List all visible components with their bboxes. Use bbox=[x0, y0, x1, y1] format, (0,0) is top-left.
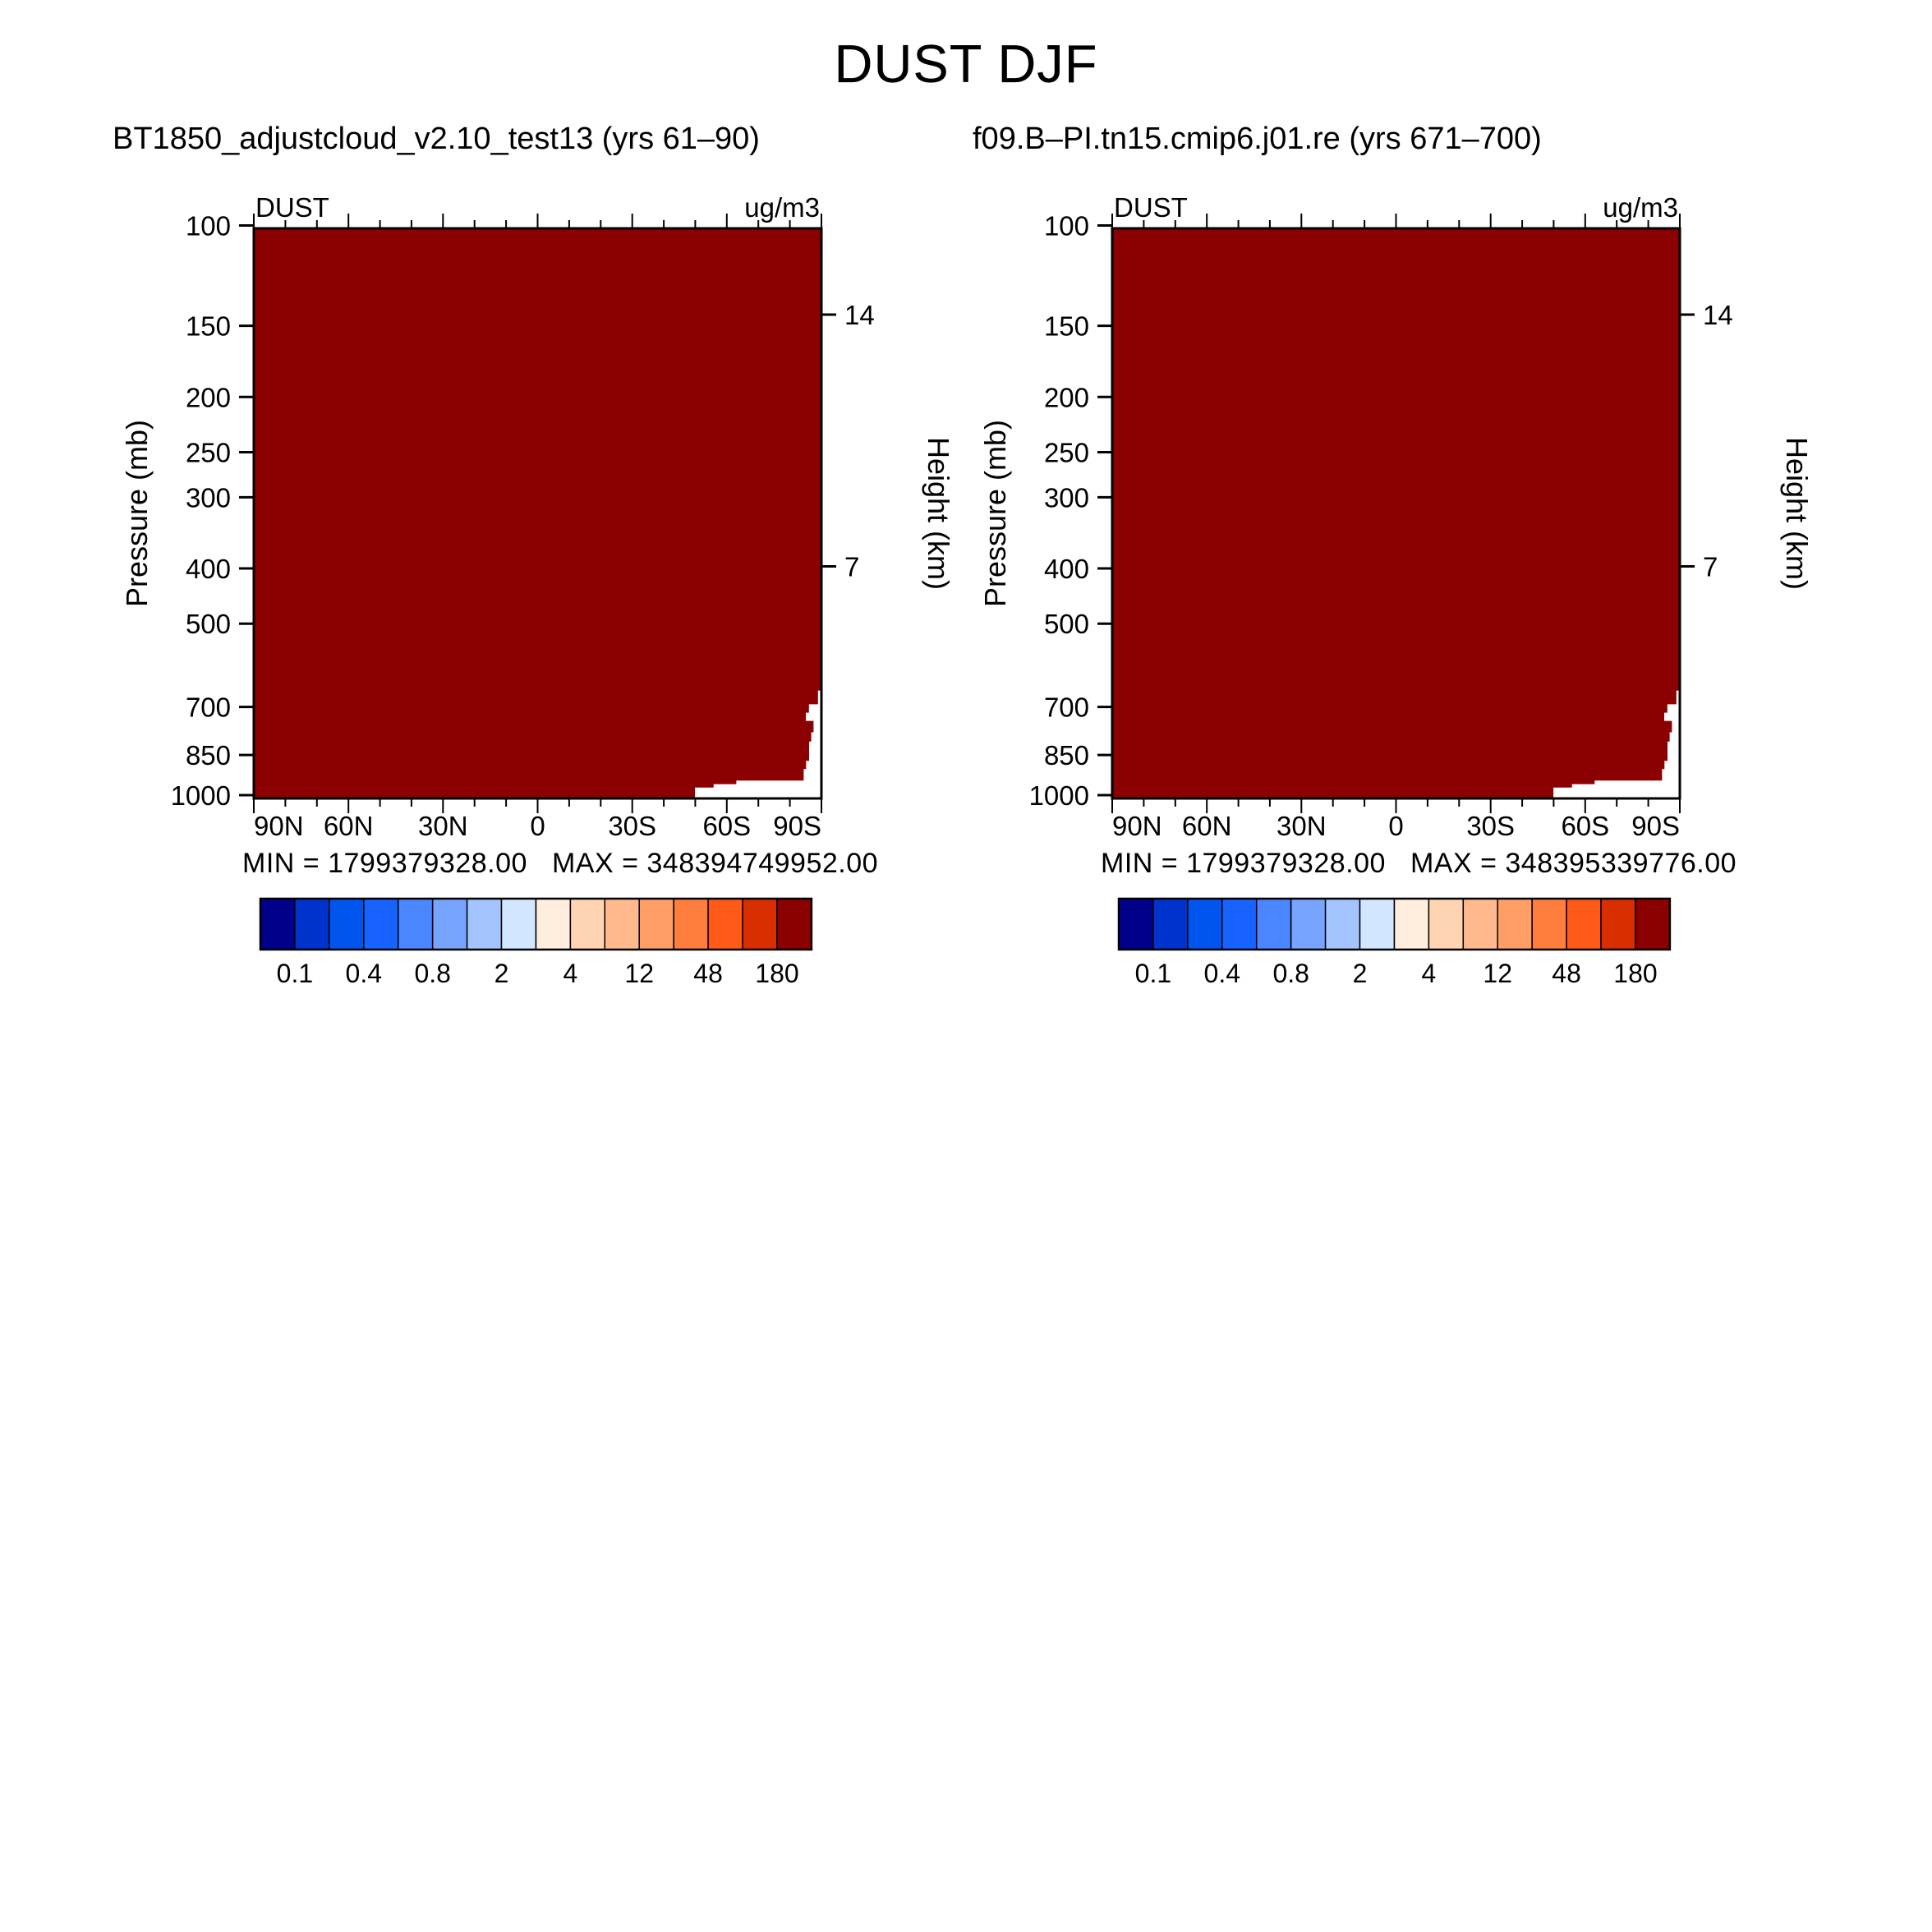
svg-text:100: 100 bbox=[1044, 211, 1089, 242]
svg-text:1000: 1000 bbox=[1029, 780, 1089, 811]
svg-text:2: 2 bbox=[1353, 959, 1368, 988]
svg-text:12: 12 bbox=[624, 959, 654, 988]
svg-text:48: 48 bbox=[693, 959, 723, 988]
svg-text:180: 180 bbox=[1613, 959, 1657, 988]
svg-text:DUST: DUST bbox=[255, 192, 329, 223]
svg-text:100: 100 bbox=[186, 211, 231, 242]
svg-text:700: 700 bbox=[186, 692, 231, 723]
svg-text:500: 500 bbox=[1044, 609, 1089, 639]
svg-text:90N: 90N bbox=[1112, 811, 1162, 841]
svg-text:30N: 30N bbox=[418, 811, 468, 841]
svg-text:700: 700 bbox=[1044, 692, 1089, 723]
svg-text:30S: 30S bbox=[608, 811, 656, 841]
svg-text:12: 12 bbox=[1483, 959, 1512, 988]
svg-text:0.8: 0.8 bbox=[1272, 959, 1309, 988]
svg-text:4: 4 bbox=[564, 959, 578, 988]
svg-text:4: 4 bbox=[1422, 959, 1437, 988]
svg-text:14: 14 bbox=[1703, 300, 1733, 330]
svg-text:Pressure (mb): Pressure (mb) bbox=[120, 420, 154, 607]
svg-text:2: 2 bbox=[494, 959, 509, 988]
svg-text:14: 14 bbox=[844, 300, 875, 330]
svg-text:90N: 90N bbox=[254, 811, 304, 841]
svg-text:400: 400 bbox=[1044, 554, 1089, 584]
svg-text:ug/m3: ug/m3 bbox=[1603, 192, 1678, 223]
svg-text:1000: 1000 bbox=[171, 780, 231, 811]
svg-text:850: 850 bbox=[1044, 740, 1089, 770]
svg-text:7: 7 bbox=[1703, 552, 1718, 582]
svg-text:0.1: 0.1 bbox=[277, 959, 313, 988]
svg-text:90S: 90S bbox=[1631, 811, 1680, 841]
svg-text:Pressure (mb): Pressure (mb) bbox=[978, 420, 1012, 607]
svg-text:300: 300 bbox=[186, 482, 231, 513]
svg-text:60N: 60N bbox=[324, 811, 374, 841]
svg-text:200: 200 bbox=[1044, 382, 1089, 412]
svg-text:90S: 90S bbox=[773, 811, 821, 841]
svg-text:150: 150 bbox=[1044, 311, 1089, 342]
svg-text:30S: 30S bbox=[1466, 811, 1515, 841]
svg-text:7: 7 bbox=[844, 552, 859, 582]
svg-text:850: 850 bbox=[186, 740, 231, 770]
svg-text:0.4: 0.4 bbox=[1204, 959, 1240, 988]
svg-text:Height (km): Height (km) bbox=[1780, 437, 1814, 590]
svg-text:400: 400 bbox=[186, 554, 231, 584]
svg-text:0: 0 bbox=[530, 811, 545, 841]
svg-text:0.4: 0.4 bbox=[346, 959, 382, 988]
svg-text:200: 200 bbox=[186, 382, 231, 412]
svg-text:60S: 60S bbox=[702, 811, 751, 841]
svg-text:0: 0 bbox=[1388, 811, 1403, 841]
svg-text:ug/m3: ug/m3 bbox=[744, 192, 820, 223]
svg-text:250: 250 bbox=[186, 438, 231, 468]
svg-text:48: 48 bbox=[1552, 959, 1581, 988]
svg-text:250: 250 bbox=[1044, 438, 1089, 468]
svg-text:180: 180 bbox=[755, 959, 798, 988]
svg-text:500: 500 bbox=[186, 609, 231, 639]
svg-text:0.1: 0.1 bbox=[1135, 959, 1171, 988]
svg-text:150: 150 bbox=[186, 311, 231, 342]
svg-text:60N: 60N bbox=[1182, 811, 1232, 841]
svg-text:DUST: DUST bbox=[1114, 192, 1188, 223]
svg-text:60S: 60S bbox=[1561, 811, 1609, 841]
svg-text:Height (km): Height (km) bbox=[922, 437, 955, 590]
svg-text:30N: 30N bbox=[1276, 811, 1327, 841]
svg-text:0.8: 0.8 bbox=[414, 959, 450, 988]
svg-text:300: 300 bbox=[1044, 482, 1089, 513]
